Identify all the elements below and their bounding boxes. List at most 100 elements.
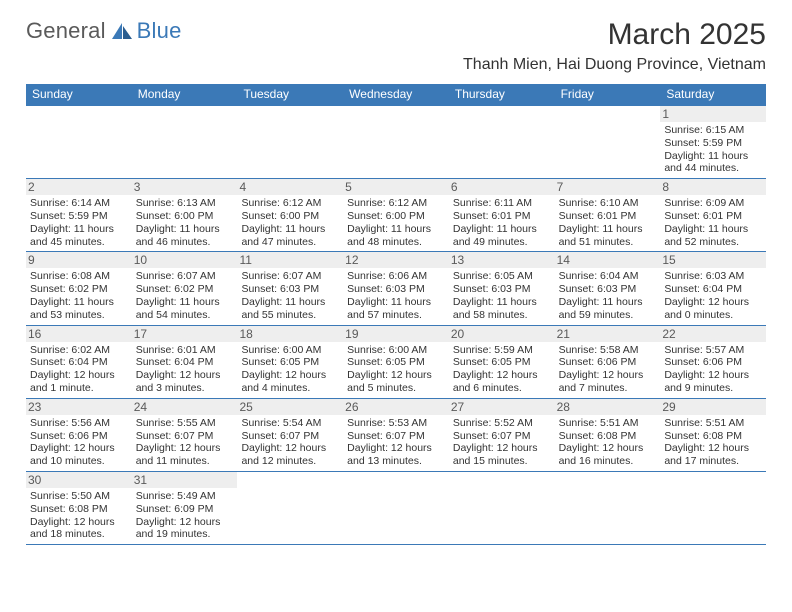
daylight-line: Daylight: 12 hours and 13 minutes. <box>347 442 445 468</box>
sunset-line: Sunset: 6:00 PM <box>241 210 339 223</box>
daylight-line: Daylight: 12 hours and 1 minute. <box>30 369 128 395</box>
daylight-line: Daylight: 12 hours and 12 minutes. <box>241 442 339 468</box>
day-cell: 26Sunrise: 5:53 AMSunset: 6:07 PMDayligh… <box>343 399 449 471</box>
day-cell: 2Sunrise: 6:14 AMSunset: 5:59 PMDaylight… <box>26 179 132 251</box>
header-row: General Blue March 2025 Thanh Mien, Hai … <box>26 18 766 74</box>
sunrise-line: Sunrise: 6:00 AM <box>241 344 339 357</box>
day-number: 12 <box>343 252 449 268</box>
daylight-line: Daylight: 12 hours and 11 minutes. <box>136 442 234 468</box>
sail-icon <box>110 21 134 41</box>
day-number: 18 <box>237 326 343 342</box>
sunrise-line: Sunrise: 6:04 AM <box>559 270 657 283</box>
sunset-line: Sunset: 6:03 PM <box>241 283 339 296</box>
sunset-line: Sunset: 6:02 PM <box>30 283 128 296</box>
day-cell: 30Sunrise: 5:50 AMSunset: 6:08 PMDayligh… <box>26 472 132 544</box>
day-number: 4 <box>237 179 343 195</box>
sunset-line: Sunset: 6:00 PM <box>136 210 234 223</box>
week-row: 9Sunrise: 6:08 AMSunset: 6:02 PMDaylight… <box>26 252 766 325</box>
day-cell: 23Sunrise: 5:56 AMSunset: 6:06 PMDayligh… <box>26 399 132 471</box>
daylight-line: Daylight: 11 hours and 58 minutes. <box>453 296 551 322</box>
sunrise-line: Sunrise: 6:08 AM <box>30 270 128 283</box>
location-line: Thanh Mien, Hai Duong Province, Vietnam <box>463 56 766 74</box>
day-cell <box>343 472 449 544</box>
day-number: 10 <box>132 252 238 268</box>
sunset-line: Sunset: 6:04 PM <box>30 356 128 369</box>
day-number: 14 <box>555 252 661 268</box>
sunset-line: Sunset: 6:07 PM <box>347 430 445 443</box>
day-cell: 19Sunrise: 6:00 AMSunset: 6:05 PMDayligh… <box>343 326 449 398</box>
daylight-line: Daylight: 11 hours and 59 minutes. <box>559 296 657 322</box>
day-cell: 5Sunrise: 6:12 AMSunset: 6:00 PMDaylight… <box>343 179 449 251</box>
day-number: 6 <box>449 179 555 195</box>
daylight-line: Daylight: 11 hours and 44 minutes. <box>664 150 762 176</box>
sunset-line: Sunset: 6:07 PM <box>136 430 234 443</box>
day-number: 7 <box>555 179 661 195</box>
weeks-container: 1Sunrise: 6:15 AMSunset: 5:59 PMDaylight… <box>26 105 766 545</box>
day-cell: 29Sunrise: 5:51 AMSunset: 6:08 PMDayligh… <box>660 399 766 471</box>
day-cell <box>449 106 555 178</box>
day-cell <box>449 472 555 544</box>
day-cell: 14Sunrise: 6:04 AMSunset: 6:03 PMDayligh… <box>555 252 661 324</box>
sunrise-line: Sunrise: 6:07 AM <box>136 270 234 283</box>
daylight-line: Daylight: 12 hours and 4 minutes. <box>241 369 339 395</box>
day-cell <box>555 472 661 544</box>
day-number: 13 <box>449 252 555 268</box>
sunset-line: Sunset: 6:07 PM <box>241 430 339 443</box>
day-cell <box>660 472 766 544</box>
month-title: March 2025 <box>463 18 766 52</box>
daylight-line: Daylight: 11 hours and 48 minutes. <box>347 223 445 249</box>
weekday-header: Monday <box>132 84 238 105</box>
brand-text-blue: Blue <box>137 18 182 44</box>
sunset-line: Sunset: 6:02 PM <box>136 283 234 296</box>
sunset-line: Sunset: 6:04 PM <box>136 356 234 369</box>
sunset-line: Sunset: 6:03 PM <box>347 283 445 296</box>
sunrise-line: Sunrise: 6:07 AM <box>241 270 339 283</box>
day-cell: 25Sunrise: 5:54 AMSunset: 6:07 PMDayligh… <box>237 399 343 471</box>
day-cell <box>237 106 343 178</box>
sunrise-line: Sunrise: 6:02 AM <box>30 344 128 357</box>
day-cell: 18 Sunrise: 6:00 AMSunset: 6:05 PMDayligh… <box>237 326 343 398</box>
daylight-line: Daylight: 11 hours and 51 minutes. <box>559 223 657 249</box>
sunrise-line: Sunrise: 6:12 AM <box>241 197 339 210</box>
sunrise-line: Sunrise: 5:56 AM <box>30 417 128 430</box>
day-number: 3 <box>132 179 238 195</box>
brand-logo: General Blue <box>26 18 182 44</box>
sunset-line: Sunset: 6:05 PM <box>453 356 551 369</box>
daylight-line: Daylight: 12 hours and 18 minutes. <box>30 516 128 542</box>
daylight-line: Daylight: 12 hours and 0 minutes. <box>664 296 762 322</box>
daylight-line: Daylight: 12 hours and 9 minutes. <box>664 369 762 395</box>
calendar-page: General Blue March 2025 Thanh Mien, Hai … <box>0 0 792 555</box>
daylight-line: Daylight: 11 hours and 46 minutes. <box>136 223 234 249</box>
day-number: 1 <box>660 106 766 122</box>
day-number: 9 <box>26 252 132 268</box>
sunrise-line: Sunrise: 5:55 AM <box>136 417 234 430</box>
sunrise-line: Sunrise: 5:57 AM <box>664 344 762 357</box>
daylight-line: Daylight: 12 hours and 3 minutes. <box>136 369 234 395</box>
sunset-line: Sunset: 6:08 PM <box>664 430 762 443</box>
week-row: 2Sunrise: 6:14 AMSunset: 5:59 PMDaylight… <box>26 179 766 252</box>
day-cell: 21Sunrise: 5:58 AMSunset: 6:06 PMDayligh… <box>555 326 661 398</box>
sunrise-line: Sunrise: 5:53 AM <box>347 417 445 430</box>
day-number: 21 <box>555 326 661 342</box>
day-number: 31 <box>132 472 238 488</box>
sunset-line: Sunset: 6:05 PM <box>241 356 339 369</box>
day-number: 16 <box>26 326 132 342</box>
day-number: 23 <box>26 399 132 415</box>
sunrise-line: Sunrise: 6:10 AM <box>559 197 657 210</box>
weekday-header: Tuesday <box>237 84 343 105</box>
week-row: 16Sunrise: 6:02 AMSunset: 6:04 PMDayligh… <box>26 326 766 399</box>
sunrise-line: Sunrise: 5:50 AM <box>30 490 128 503</box>
day-cell <box>132 106 238 178</box>
day-number: 20 <box>449 326 555 342</box>
day-cell: 20Sunrise: 5:59 AMSunset: 6:05 PMDayligh… <box>449 326 555 398</box>
day-number: 17 <box>132 326 238 342</box>
sunset-line: Sunset: 6:05 PM <box>347 356 445 369</box>
sunset-line: Sunset: 6:01 PM <box>664 210 762 223</box>
brand-text-general: General <box>26 18 106 44</box>
day-cell: 10Sunrise: 6:07 AMSunset: 6:02 PMDayligh… <box>132 252 238 324</box>
sunset-line: Sunset: 6:08 PM <box>30 503 128 516</box>
sunset-line: Sunset: 6:06 PM <box>30 430 128 443</box>
day-cell: 15Sunrise: 6:03 AMSunset: 6:04 PMDayligh… <box>660 252 766 324</box>
day-number: 27 <box>449 399 555 415</box>
weekday-header: Friday <box>555 84 661 105</box>
